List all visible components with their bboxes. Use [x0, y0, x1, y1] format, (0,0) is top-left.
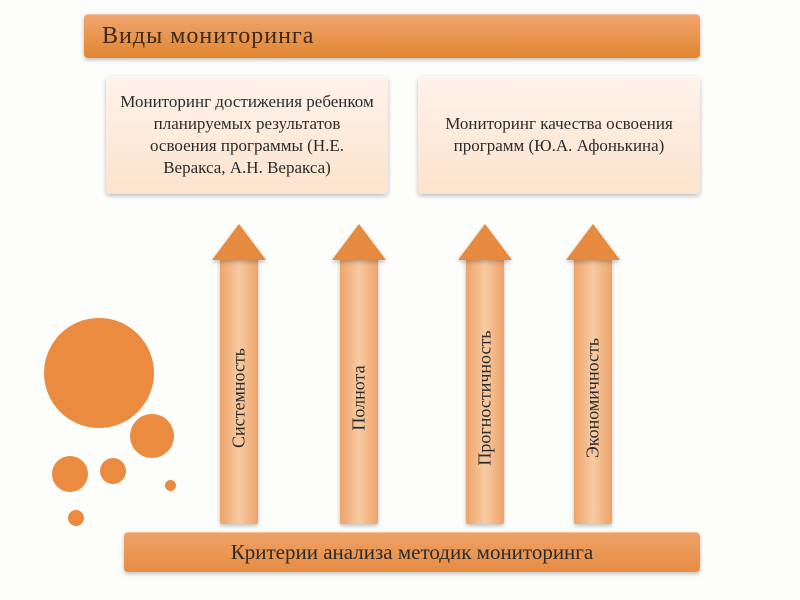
arrow-3: Экономичность	[570, 224, 616, 524]
top-box-right: Мониторинг качества освоения программ (Ю…	[418, 76, 700, 194]
arrow-label: Экономичность	[583, 338, 604, 458]
arrow-2: Прогностичность	[462, 224, 508, 524]
top-box-left: Мониторинг достижения ребенком планируем…	[106, 76, 388, 194]
arrow-label: Полнота	[349, 365, 370, 430]
top-box-left-text: Мониторинг достижения ребенком планируем…	[120, 91, 374, 179]
arrow-label: Прогностичность	[475, 330, 496, 465]
title-bar: Виды мониторинга	[84, 14, 700, 58]
bottom-bar: Критерии анализа методик мониторинга	[124, 532, 700, 572]
arrow-head-icon	[458, 224, 512, 260]
decorative-circle-icon	[165, 480, 176, 491]
arrow-label: Системность	[229, 348, 250, 448]
decorative-circle-icon	[68, 510, 84, 526]
arrow-head-icon	[212, 224, 266, 260]
arrow-1: Полнота	[336, 224, 382, 524]
arrow-head-icon	[566, 224, 620, 260]
decorative-circle-icon	[52, 456, 88, 492]
arrow-0: Системность	[216, 224, 262, 524]
arrow-head-icon	[332, 224, 386, 260]
decorative-circle-icon	[44, 318, 154, 428]
title-text: Виды мониторинга	[102, 23, 314, 50]
top-box-right-text: Мониторинг качества освоения программ (Ю…	[432, 113, 686, 157]
decorative-circle-icon	[130, 414, 174, 458]
bottom-bar-text: Критерии анализа методик мониторинга	[231, 540, 593, 565]
decorative-circle-icon	[100, 458, 126, 484]
